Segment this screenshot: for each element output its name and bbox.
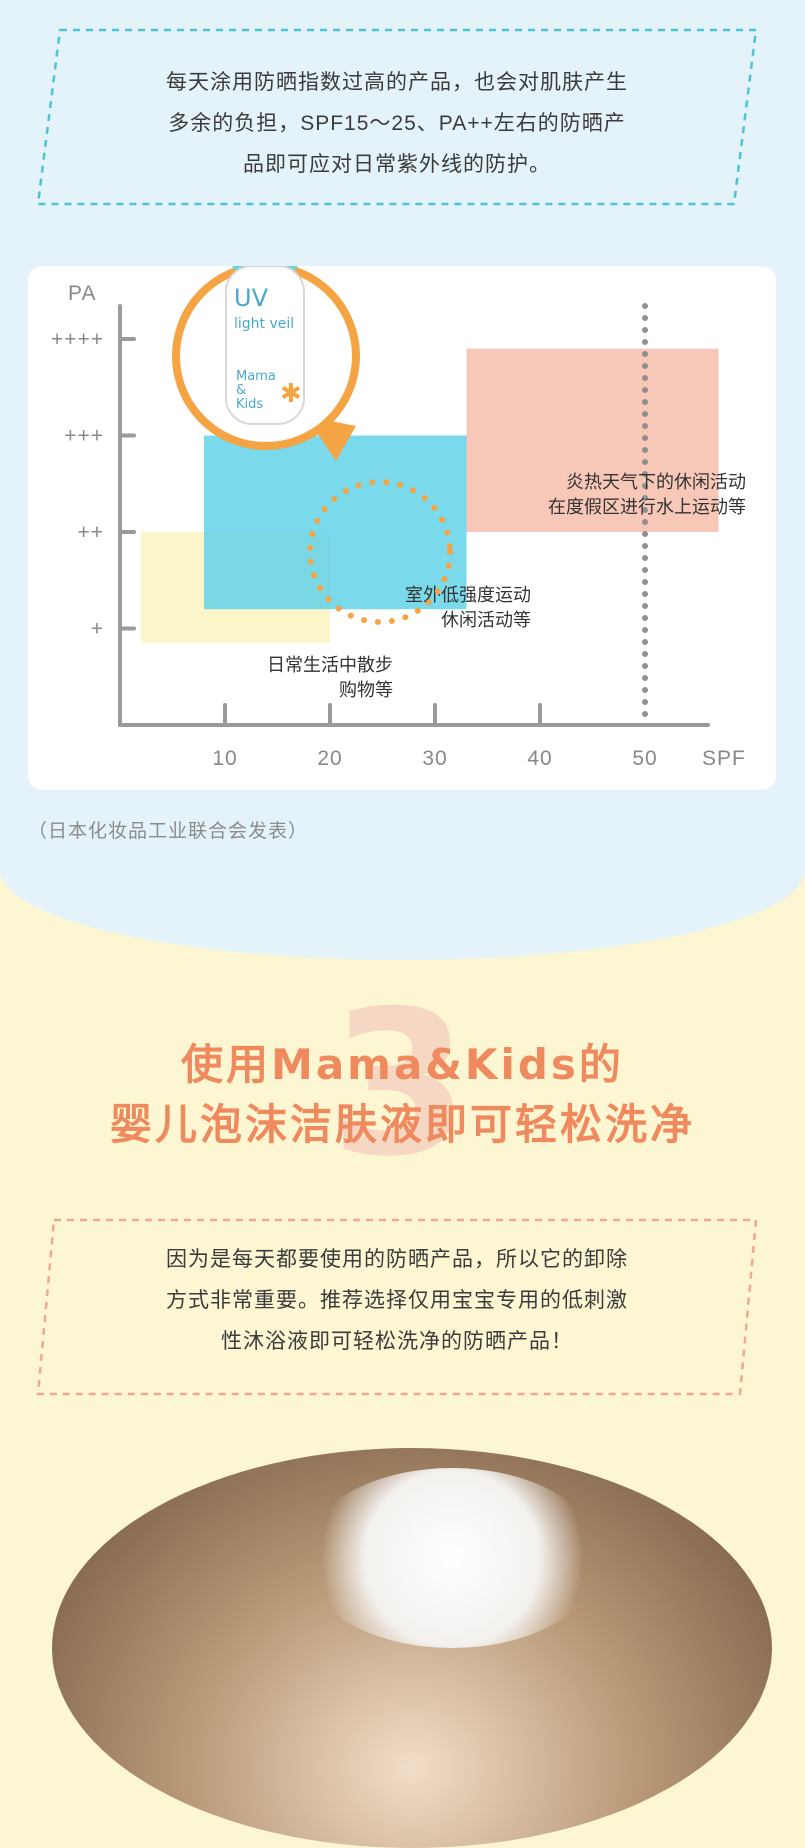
section-title-line: 婴儿泡沫洁肤液即可轻松洗净 — [109, 1100, 695, 1149]
top-note-line: 品即可应对日常紫外线的防护。 — [243, 153, 551, 176]
bottom-note-line: 因为是每天都要使用的防晒产品，所以它的卸除 — [166, 1248, 628, 1271]
bottle-body — [225, 266, 305, 425]
y-tick-label: ++ — [77, 521, 104, 544]
chart-region — [204, 435, 467, 610]
chart-region — [466, 348, 719, 532]
x-tick-label: 40 — [527, 747, 552, 770]
section-title-line: 使用Mama&Kids的 — [181, 1040, 624, 1089]
bottom-note: 因为是每天都要使用的防晒产品，所以它的卸除 方式非常重要。推荐选择仅用宝宝专用的… — [32, 1212, 762, 1402]
bottle-label-text: Mama — [236, 369, 276, 384]
top-note-frame — [36, 28, 758, 206]
baby-washing-photo — [52, 1448, 772, 1848]
bottle-label-text: Kids — [236, 397, 263, 412]
top-note: 每天涂用防晒指数过高的产品，也会对肌肤产生 多余的负担，SPF15～25、PA+… — [32, 22, 762, 212]
top-note-line: 多余的负担，SPF15～25、PA++左右的防晒产 — [168, 112, 626, 135]
foam — [302, 1468, 602, 1648]
x-tick-label: 50 — [632, 747, 657, 770]
x-axis-label: SPF — [702, 747, 746, 770]
bottom-note-frame — [36, 1218, 758, 1396]
x-tick-label: 10 — [212, 747, 237, 770]
bottle-label-text: & — [236, 383, 246, 398]
bottom-note-line: 性沐浴液即可轻松洗净的防晒产品！ — [221, 1330, 573, 1353]
y-axis-label: PA — [68, 282, 96, 305]
bottle-label-text: light veil — [234, 316, 294, 332]
region-annotation: 购物等 — [339, 680, 393, 701]
spf-pa-chart-card: PA SPF + ++ +++ ++++ 10 20 30 40 50 日常生活中散步 购物等 室外低强… — [28, 266, 776, 790]
y-tick-label: +++ — [64, 425, 104, 448]
region-annotation: 室外低强度运动 — [405, 585, 531, 606]
region-annotation: 休闲活动等 — [441, 610, 531, 631]
y-tick-label: ++++ — [51, 328, 104, 351]
x-tick-label: 20 — [317, 747, 342, 770]
section-3-title: 使用Mama&Kids的 婴儿泡沫洁肤液即可轻松洗净 — [0, 1035, 805, 1155]
product-position-ring — [307, 479, 453, 625]
y-tick-label: + — [91, 618, 104, 641]
data-source: （日本化妆品工业联合会发表） — [28, 821, 309, 842]
bottom-note-line: 方式非常重要。推荐选择仅用宝宝专用的低刺激 — [166, 1289, 628, 1312]
section-number: 3 — [330, 968, 470, 1201]
star-icon: ✱ — [280, 379, 302, 409]
region-annotation: 日常生活中散步 — [267, 655, 393, 676]
top-note-line: 每天涂用防晒指数过高的产品，也会对肌肤产生 — [166, 71, 628, 94]
region-annotation: 在度假区进行水上运动等 — [548, 497, 746, 518]
bottle-label-text: UV — [234, 284, 269, 312]
x-tick-label: 30 — [422, 747, 447, 770]
region-annotation: 炎热天气下的休闲活动 — [566, 472, 746, 493]
